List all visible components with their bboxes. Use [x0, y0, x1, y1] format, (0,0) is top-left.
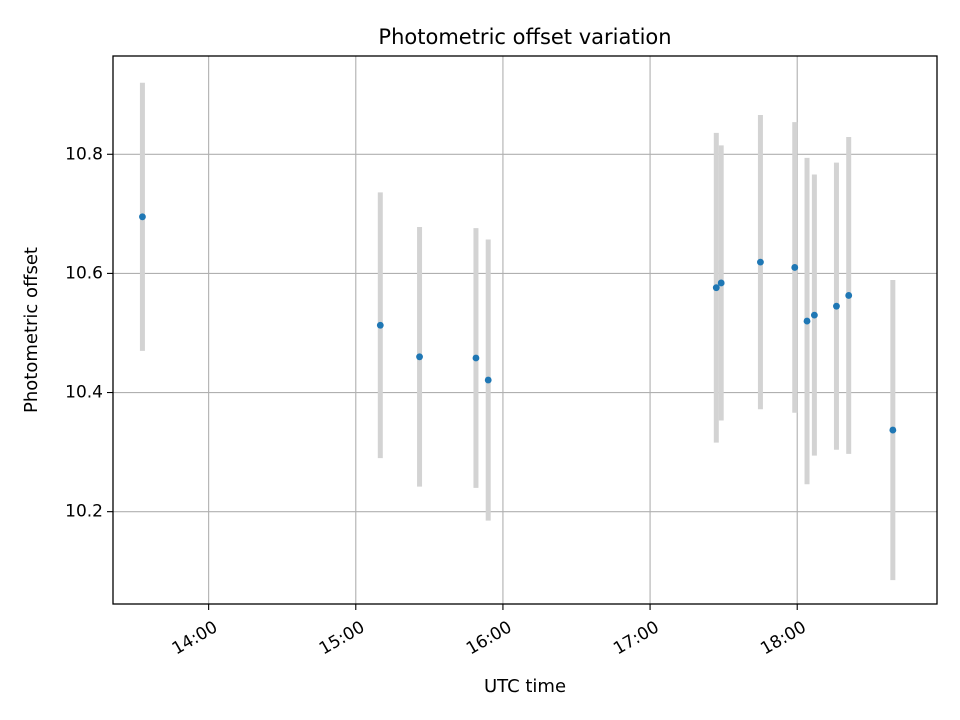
data-point	[757, 258, 764, 266]
grid	[113, 56, 937, 604]
data-point	[484, 376, 492, 384]
data-point	[717, 279, 725, 287]
data-point	[833, 302, 840, 310]
data-point	[803, 317, 811, 325]
y-tick-label: 10.4	[65, 383, 103, 403]
data-point	[139, 213, 146, 221]
y-tick-label: 10.8	[65, 144, 103, 164]
data-point	[889, 426, 897, 434]
chart-title: Photometric offset variation	[378, 25, 671, 49]
data-point	[791, 264, 799, 271]
data-points	[139, 213, 897, 434]
data-point	[810, 311, 818, 319]
plot-frame	[112, 55, 938, 605]
data-point	[845, 292, 853, 299]
data-point	[416, 353, 423, 361]
data-point	[472, 354, 480, 362]
y-axis-label: Photometric offset	[21, 247, 42, 413]
data-point	[712, 284, 720, 292]
y-tick-label: 10.2	[65, 502, 103, 522]
x-axis-label: UTC time	[484, 676, 566, 697]
y-axis-ticks: 10.2 10.4 10.6 10.8	[65, 144, 113, 522]
y-tick-label: 10.6	[65, 263, 103, 283]
data-point	[376, 321, 384, 329]
